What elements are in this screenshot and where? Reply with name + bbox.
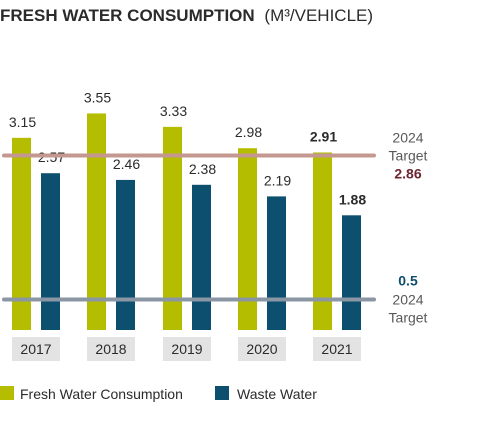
legend-label-waste-water: Waste Water xyxy=(237,386,317,402)
data-label-fresh-water-2018: 3.55 xyxy=(84,89,111,105)
bar-waste-water-2017 xyxy=(41,173,60,330)
bar-waste-water-2018 xyxy=(116,179,135,330)
category-box-2019 xyxy=(163,337,211,361)
bar-fresh-water-2018 xyxy=(87,113,106,330)
data-label-fresh-water-2019: 3.33 xyxy=(160,103,187,119)
chart-title: FRESH WATER CONSUMPTION (M³/VEHICLE) xyxy=(0,6,373,25)
data-label-fresh-water-2020: 2.98 xyxy=(235,124,262,140)
target-value-fresh: 2.86 xyxy=(394,166,421,182)
chart-title-unit: (M³/VEHICLE) xyxy=(264,6,373,25)
target-layer: 2024 Target 2.86 0.5 2024 Target xyxy=(2,130,428,325)
bar-fresh-water-2020 xyxy=(238,148,257,330)
target-value-waste: 0.5 xyxy=(398,272,418,288)
category-box-2021 xyxy=(313,337,361,361)
tick-label-2019: 2019 xyxy=(171,341,202,357)
tick-label-2017: 2017 xyxy=(20,341,51,357)
data-label-waste-water-2018: 2.46 xyxy=(113,156,140,172)
bar-waste-water-2019 xyxy=(192,184,211,330)
data-label-waste-water-2021: 1.88 xyxy=(339,191,366,207)
target-label-text-waste: Target xyxy=(389,309,428,325)
tick-label-2020: 2020 xyxy=(246,341,277,357)
legend-swatch-fresh-water xyxy=(0,386,14,400)
legend-swatch-waste-water xyxy=(215,386,229,400)
target-label-text-fresh: Target xyxy=(389,148,428,164)
category-box-2018 xyxy=(87,337,135,361)
legend-label-fresh-water: Fresh Water Consumption xyxy=(20,386,183,402)
legend: Fresh Water Consumption Waste Water xyxy=(0,386,317,402)
data-label-waste-water-2019: 2.38 xyxy=(189,161,216,177)
category-box-2017 xyxy=(12,337,60,361)
category-box-2020 xyxy=(238,337,286,361)
target-label-year-waste: 2024 xyxy=(392,291,423,307)
tick-label-2021: 2021 xyxy=(321,341,352,357)
bars-layer: 3.152.573.552.463.332.382.982.192.911.88 xyxy=(9,89,366,330)
chart-title-main: FRESH WATER CONSUMPTION xyxy=(0,6,255,25)
data-label-fresh-water-2021: 2.91 xyxy=(310,128,337,144)
bar-waste-water-2021 xyxy=(342,215,361,330)
target-label-year-fresh: 2024 xyxy=(392,130,423,146)
bar-fresh-water-2019 xyxy=(163,126,182,330)
x-axis: 2017 2018 2019 2020 2021 xyxy=(12,337,361,361)
data-label-waste-water-2020: 2.19 xyxy=(264,172,291,188)
bar-fresh-water-2021 xyxy=(313,152,332,330)
bar-waste-water-2020 xyxy=(267,196,286,330)
bar-fresh-water-2017 xyxy=(12,137,31,330)
tick-label-2018: 2018 xyxy=(95,341,126,357)
data-label-fresh-water-2017: 3.15 xyxy=(9,114,36,130)
